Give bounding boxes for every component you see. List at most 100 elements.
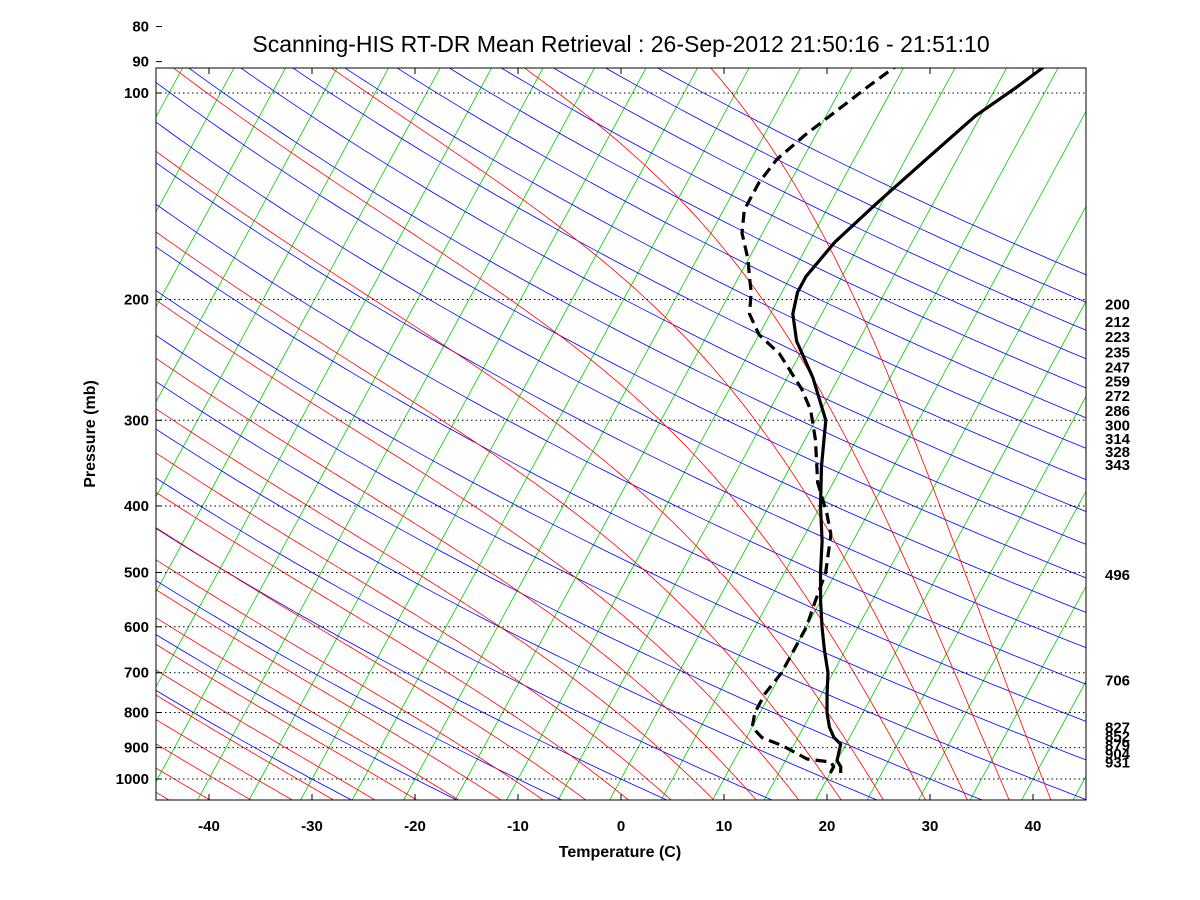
right-level-label: 212 bbox=[1105, 314, 1130, 331]
isotherm-line bbox=[156, 68, 441, 593]
y-tick-label: 100 bbox=[124, 85, 149, 102]
moist-adiabat-line bbox=[156, 408, 715, 800]
isotherm-line bbox=[403, 68, 802, 800]
dry-adiabat-line bbox=[500, 68, 1086, 360]
x-axis-label: Temperature (C) bbox=[559, 844, 681, 861]
isotherm-line bbox=[351, 68, 750, 800]
moist-adiabat-line bbox=[156, 357, 757, 800]
right-level-label: 852 bbox=[1105, 728, 1130, 745]
y-tick-label: 1000 bbox=[116, 771, 149, 788]
y-tick-label: 200 bbox=[124, 292, 149, 309]
isotherm-line bbox=[197, 68, 596, 800]
right-level-label: 235 bbox=[1105, 345, 1130, 362]
moist-adiabat-line bbox=[156, 617, 460, 800]
right-level-label: 706 bbox=[1105, 672, 1130, 689]
dry-adiabat-line bbox=[156, 428, 879, 800]
isotherm-line bbox=[866, 395, 1086, 800]
moist-adiabat-line bbox=[330, 68, 968, 800]
isotherm-line bbox=[918, 490, 1086, 800]
isotherm-line bbox=[0, 0, 8, 813]
dry-adiabat-line bbox=[448, 68, 1086, 389]
dry-adiabat-line bbox=[156, 290, 1086, 761]
chart-title: Scanning-HIS RT-DR Mean Retrieval : 26-S… bbox=[252, 31, 989, 57]
right-level-label: 931 bbox=[1105, 755, 1130, 772]
x-tick-label: 20 bbox=[819, 818, 836, 835]
y-tick-label: 600 bbox=[124, 619, 149, 636]
moist-adiabat-line bbox=[156, 559, 545, 800]
dry-adiabat-line bbox=[156, 634, 458, 800]
isotherm-line bbox=[454, 68, 853, 800]
dry-adiabat-line bbox=[156, 477, 774, 800]
x-tick-label: 0 bbox=[617, 818, 625, 835]
dewpoint-profile-line bbox=[740, 68, 897, 774]
y-tick-label: 300 bbox=[124, 412, 149, 429]
y-axis-label: Pressure (mb) bbox=[82, 380, 99, 488]
moist-adiabat-line bbox=[156, 719, 294, 800]
isotherm-line bbox=[815, 300, 1086, 800]
dry-adiabat-line bbox=[156, 203, 1086, 685]
right-level-label: 879 bbox=[1105, 738, 1130, 755]
dry-adiabat-line bbox=[240, 68, 1086, 513]
moist-adiabat-line bbox=[156, 452, 672, 800]
dry-adiabat-line bbox=[156, 527, 668, 800]
isotherm-line bbox=[609, 68, 1008, 800]
moist-adiabat-line bbox=[156, 694, 335, 800]
right-level-label: 272 bbox=[1105, 388, 1130, 405]
moist-adiabat-line bbox=[156, 767, 211, 800]
isotherm-line bbox=[0, 0, 60, 813]
moist-adiabat-line bbox=[156, 527, 587, 800]
moist-adiabat-line bbox=[156, 299, 800, 800]
right-level-label: 300 bbox=[1105, 417, 1130, 434]
isotherm-line bbox=[156, 68, 338, 403]
isotherm-line bbox=[156, 68, 390, 498]
right-level-label: 259 bbox=[1105, 374, 1130, 391]
y-tick-label: 900 bbox=[124, 740, 149, 757]
x-axis-ticks: -40 -30 -20 -10 0 10 20 30 40 bbox=[198, 68, 1041, 835]
x-tick-label: -40 bbox=[198, 818, 220, 835]
temperature-profile-line bbox=[791, 68, 1046, 774]
isotherm-line bbox=[1118, 0, 1200, 813]
isotherm-line bbox=[1169, 0, 1200, 813]
y-tick-label: 800 bbox=[124, 705, 149, 722]
plot-background bbox=[156, 68, 1086, 800]
moist-adiabat-line bbox=[156, 743, 252, 800]
dry-adiabat-line bbox=[344, 68, 1086, 449]
right-level-label: 496 bbox=[1105, 567, 1130, 584]
moist-adiabat-line bbox=[710, 68, 1052, 800]
dry-adiabat-line bbox=[156, 121, 1086, 613]
dry-adiabat-line bbox=[156, 162, 1086, 649]
dry-adiabat-line bbox=[396, 68, 1086, 419]
y-tick-label: 700 bbox=[124, 665, 149, 682]
dry-adiabat-line bbox=[156, 246, 1086, 722]
right-level-label: 223 bbox=[1105, 329, 1130, 346]
right-level-label: 314 bbox=[1105, 431, 1131, 448]
isotherm-line bbox=[969, 585, 1086, 800]
isotherm-line bbox=[557, 68, 956, 800]
profile-lines bbox=[740, 68, 1046, 774]
isotherm-line bbox=[300, 68, 699, 800]
x-tick-label: -20 bbox=[404, 818, 426, 835]
isotherm-line bbox=[156, 68, 544, 783]
moist-adiabat-line bbox=[523, 68, 1010, 800]
y-axis-ticks: 5060708090100200300400500600700800900100… bbox=[116, 19, 162, 788]
right-level-label: 904 bbox=[1105, 746, 1131, 763]
right-level-label: 328 bbox=[1105, 444, 1130, 461]
y-tick-label: 80 bbox=[132, 19, 149, 36]
y-tick-label: 90 bbox=[132, 54, 149, 71]
dry-adiabat-line bbox=[156, 381, 984, 800]
pressure-gridlines bbox=[156, 92, 1086, 780]
x-tick-label: 10 bbox=[716, 818, 733, 835]
moist-adiabat-line bbox=[156, 643, 418, 800]
right-level-label: 343 bbox=[1105, 457, 1130, 474]
isotherm-line bbox=[506, 68, 905, 800]
x-tick-label: 30 bbox=[922, 818, 939, 835]
moist-adiabat-line bbox=[156, 150, 884, 800]
right-level-label: 247 bbox=[1105, 359, 1130, 376]
right-level-label: 827 bbox=[1105, 719, 1130, 736]
dry-adiabat-line bbox=[552, 68, 1086, 331]
isotherm-line bbox=[763, 205, 1086, 800]
x-tick-label: -30 bbox=[301, 818, 323, 835]
x-tick-label: 40 bbox=[1025, 818, 1042, 835]
